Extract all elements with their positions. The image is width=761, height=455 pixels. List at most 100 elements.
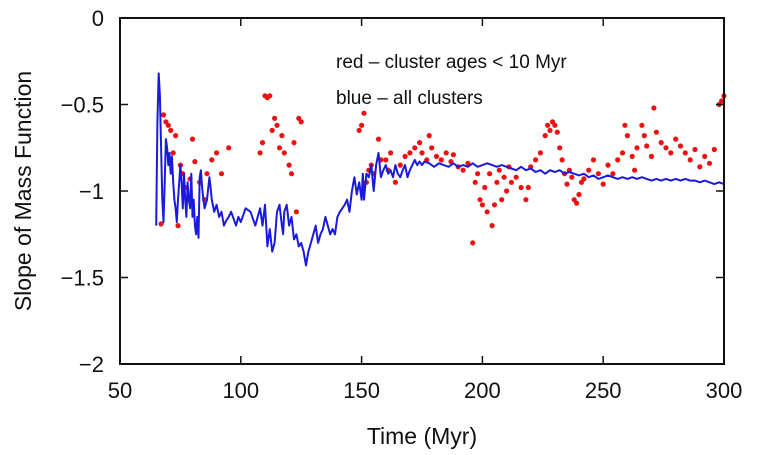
data-point-young-cluster bbox=[267, 93, 273, 99]
data-point-young-cluster bbox=[624, 133, 631, 139]
y-tick-label: 0 bbox=[92, 6, 104, 31]
data-point-young-cluster bbox=[450, 152, 456, 158]
data-point-young-cluster bbox=[552, 122, 558, 128]
x-tick-label: 250 bbox=[585, 378, 622, 403]
y-axis-ticks: 0 −0.5 −1 −1.5 −2 bbox=[61, 6, 724, 377]
data-point-young-cluster bbox=[460, 167, 466, 173]
data-point-young-cluster bbox=[518, 184, 524, 191]
data-point-young-cluster bbox=[569, 174, 575, 180]
data-point-young-cluster bbox=[359, 122, 365, 128]
data-point-young-cluster bbox=[279, 133, 285, 139]
data-point-young-cluster bbox=[388, 150, 394, 156]
data-point-young-cluster bbox=[214, 150, 220, 156]
data-point-young-cluster bbox=[697, 164, 703, 170]
data-point-young-cluster bbox=[482, 184, 488, 191]
data-point-young-cluster bbox=[426, 133, 432, 139]
data-point-young-cluster bbox=[648, 153, 655, 159]
data-point-young-cluster bbox=[668, 150, 674, 156]
data-point-young-cluster bbox=[687, 157, 693, 163]
data-point-young-cluster bbox=[291, 140, 297, 146]
data-point-young-cluster bbox=[499, 197, 505, 203]
data-point-young-cluster bbox=[629, 153, 635, 159]
data-point-young-cluster bbox=[392, 179, 398, 185]
data-point-young-cluster bbox=[298, 119, 304, 125]
data-point-young-cluster bbox=[407, 150, 413, 156]
data-point-young-cluster bbox=[470, 240, 476, 246]
data-point-young-cluster bbox=[537, 150, 544, 156]
data-point-young-cluster bbox=[644, 143, 650, 149]
data-point-young-cluster bbox=[663, 145, 669, 151]
data-point-young-cluster bbox=[619, 150, 626, 156]
data-point-young-cluster bbox=[682, 150, 688, 156]
data-point-young-cluster bbox=[711, 146, 717, 153]
data-point-young-cluster bbox=[443, 150, 449, 156]
data-point-young-cluster bbox=[165, 122, 171, 128]
y-axis-label: Slope of Mass Function bbox=[10, 71, 36, 311]
data-point-young-cluster bbox=[615, 157, 621, 163]
x-tick-label: 150 bbox=[343, 378, 380, 403]
data-point-young-cluster bbox=[501, 174, 507, 180]
data-point-young-cluster bbox=[719, 98, 725, 104]
data-point-young-cluster bbox=[168, 127, 174, 133]
data-point-young-cluster bbox=[465, 160, 471, 166]
data-point-young-cluster bbox=[653, 129, 660, 135]
data-point-young-cluster bbox=[554, 129, 560, 135]
data-point-young-cluster bbox=[634, 145, 640, 151]
data-point-young-cluster bbox=[576, 191, 582, 198]
data-point-young-cluster bbox=[494, 179, 500, 185]
x-axis-label: Time (Myr) bbox=[367, 423, 477, 449]
data-point-young-cluster bbox=[692, 146, 698, 153]
data-point-young-cluster bbox=[542, 133, 548, 139]
data-point-young-cluster bbox=[276, 145, 283, 151]
data-point-young-cluster bbox=[508, 179, 514, 185]
x-axis-ticks: 50 100 150 200 250 300 bbox=[108, 18, 743, 403]
x-tick-label: 300 bbox=[706, 378, 743, 403]
data-point-young-cluster bbox=[429, 145, 435, 151]
data-point-young-cluster bbox=[438, 157, 444, 163]
data-point-young-cluster bbox=[639, 122, 645, 128]
data-point-young-cluster bbox=[706, 160, 713, 166]
data-point-young-cluster bbox=[525, 184, 531, 191]
data-point-young-cluster bbox=[361, 110, 367, 116]
data-point-young-cluster bbox=[632, 167, 638, 173]
data-point-young-cluster bbox=[487, 171, 493, 177]
data-point-young-cluster bbox=[595, 171, 602, 177]
data-point-young-cluster bbox=[472, 179, 478, 185]
data-point-young-cluster bbox=[397, 162, 403, 168]
data-point-young-cluster bbox=[209, 157, 215, 163]
series-line-all-clusters bbox=[155, 72, 725, 267]
data-point-young-cluster bbox=[257, 150, 263, 156]
data-point-young-cluster bbox=[513, 174, 519, 180]
annotation-blue: blue – all clusters bbox=[336, 88, 483, 109]
data-point-young-cluster bbox=[204, 171, 210, 177]
x-tick-label: 200 bbox=[464, 378, 501, 403]
data-point-young-cluster bbox=[293, 209, 299, 215]
y-tick-label: −0.5 bbox=[61, 93, 104, 118]
x-tick-label: 50 bbox=[108, 378, 132, 403]
data-point-young-cluster bbox=[383, 157, 389, 163]
data-point-young-cluster bbox=[590, 157, 597, 163]
data-point-young-cluster bbox=[702, 153, 708, 159]
data-point-young-cluster bbox=[545, 122, 551, 128]
data-point-young-cluster bbox=[417, 140, 423, 146]
data-point-young-cluster bbox=[419, 150, 425, 156]
data-point-young-cluster bbox=[433, 153, 440, 159]
data-point-young-cluster bbox=[274, 122, 280, 128]
data-point-young-cluster bbox=[192, 159, 198, 165]
data-point-young-cluster bbox=[491, 202, 498, 208]
annotation-red: red – cluster ages < 10 Myr bbox=[336, 52, 567, 73]
data-point-young-cluster bbox=[288, 171, 295, 177]
data-point-young-cluster bbox=[412, 145, 418, 151]
data-point-young-cluster bbox=[158, 221, 164, 227]
data-point-young-cluster bbox=[175, 223, 181, 229]
data-point-young-cluster bbox=[523, 197, 529, 203]
data-point-young-cluster bbox=[658, 140, 664, 146]
data-point-young-cluster bbox=[160, 112, 167, 118]
y-tick-label: −1.5 bbox=[61, 266, 104, 291]
y-tick-label: −2 bbox=[79, 352, 104, 377]
data-point-young-cluster bbox=[281, 150, 287, 156]
data-point-young-cluster bbox=[259, 140, 266, 146]
data-point-young-cluster bbox=[610, 171, 616, 177]
data-point-young-cluster bbox=[375, 136, 382, 142]
